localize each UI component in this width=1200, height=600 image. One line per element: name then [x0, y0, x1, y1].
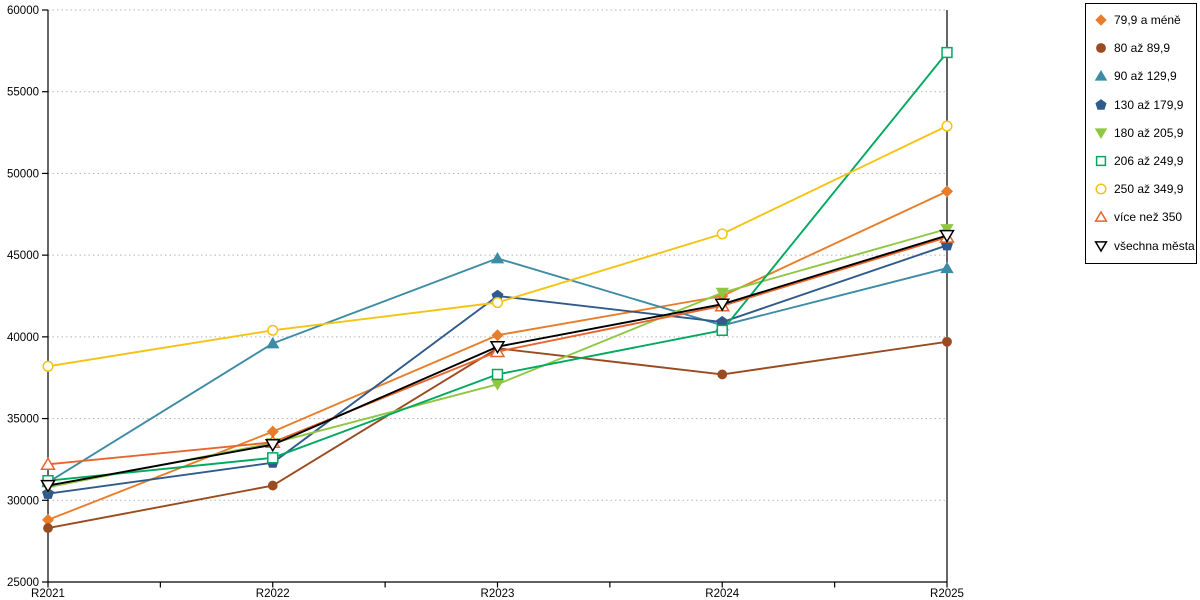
triangle-up-marker-icon	[940, 261, 954, 274]
x-tick-label: R2021	[31, 588, 65, 600]
triangle-up-legend-icon	[1094, 210, 1108, 223]
circle-marker-icon	[942, 336, 952, 347]
legend-item-2: 80 až 89,9	[1086, 34, 1196, 62]
legend-item-5: 180 až 205,9	[1086, 119, 1196, 147]
circle-marker-icon	[941, 120, 953, 132]
triangle-down-legend-icon	[1094, 128, 1108, 139]
legend-item-label: 79,9 a méně	[1114, 13, 1181, 28]
x-tick-label: R2024	[705, 588, 739, 600]
triangle-down-legend-icon	[1094, 240, 1108, 253]
square-marker-icon	[941, 46, 953, 59]
circle-marker-icon	[1096, 43, 1106, 54]
legend-item-label: více než 350	[1114, 210, 1183, 225]
legend-item-1: 79,9 a méně	[1086, 6, 1196, 34]
y-tick-label: 40000	[7, 332, 39, 344]
legend-item-label: 180 až 205,9	[1114, 125, 1184, 140]
square-marker-icon	[267, 452, 279, 464]
chart-legend: 79,9 a méně 80 až 89,9 90 až 129,9 130 až 1…	[1085, 3, 1197, 264]
x-tick-label: R2025	[930, 588, 964, 600]
y-tick-label: 30000	[7, 495, 39, 507]
series-9	[40, 229, 955, 494]
circle-marker-icon	[43, 523, 53, 533]
series-7	[42, 120, 953, 372]
y-tick-label: 50000	[7, 168, 39, 180]
triangle-up-marker-icon	[266, 337, 280, 349]
legend-item-4: 130 až 179,9	[1086, 91, 1196, 119]
legend-item-label: všechna města	[1114, 238, 1195, 253]
triangle-up-marker-icon	[1094, 70, 1108, 82]
legend-item-label: 130 až 179,9	[1114, 97, 1184, 112]
circle-marker-icon	[267, 324, 279, 336]
triangle-down-marker-icon	[1094, 240, 1108, 253]
circle-legend-icon	[1095, 183, 1107, 195]
axes: 25000 30000 35000 40000 45000 50000 55000 60000…	[7, 5, 964, 600]
pentagon-legend-icon	[1095, 98, 1107, 110]
circle-marker-icon	[491, 296, 504, 309]
y-tick-label: 60000	[7, 5, 39, 17]
x-tick-label: R2022	[256, 588, 290, 600]
y-tick-label: 35000	[7, 414, 39, 426]
legend-item-label: 80 až 89,9	[1114, 41, 1171, 56]
legend-item-6: 206 až 249,9	[1086, 147, 1196, 175]
circle-legend-icon	[1096, 43, 1106, 54]
legend-item-label: 250 až 349,9	[1114, 182, 1184, 197]
triangle-down-marker-icon	[939, 229, 955, 244]
square-legend-icon	[1095, 155, 1107, 167]
circle-marker-icon	[1095, 183, 1107, 195]
triangle-down-marker-icon	[264, 439, 281, 453]
series-6	[42, 46, 953, 487]
y-tick-label: 55000	[7, 87, 39, 99]
circle-marker-icon	[267, 480, 278, 491]
circle-marker-icon	[716, 228, 728, 240]
x-tick-label: R2023	[481, 588, 515, 600]
triangle-up-marker-icon	[490, 252, 505, 264]
triangle-up-marker-icon	[1094, 210, 1108, 223]
legend-item-label: 206 až 249,9	[1114, 154, 1184, 169]
series-line	[47, 228, 948, 489]
diamond-legend-icon	[1095, 14, 1107, 26]
square-marker-icon	[491, 368, 504, 381]
circle-marker-icon	[717, 369, 728, 380]
legend-item-3: 90 až 129,9	[1086, 62, 1196, 90]
triangle-down-marker-icon	[40, 479, 56, 494]
legend-item-8: více než 350	[1086, 203, 1196, 231]
diamond-marker-icon	[1095, 14, 1107, 26]
triangle-down-marker-icon	[1094, 128, 1108, 139]
diamond-marker-icon	[940, 185, 954, 198]
square-marker-icon	[1095, 155, 1107, 167]
legend-item-9: všechna města	[1086, 232, 1196, 260]
y-tick-label: 25000	[7, 577, 39, 589]
triangle-down-marker-icon	[489, 340, 506, 355]
triangle-down-marker-icon	[715, 287, 729, 300]
circle-marker-icon	[42, 360, 54, 372]
square-marker-icon	[716, 324, 728, 336]
y-tick-label: 45000	[7, 250, 39, 262]
triangle-down-marker-icon	[940, 224, 954, 236]
series-2	[43, 336, 952, 533]
triangle-down-marker-icon	[714, 298, 731, 312]
triangle-up-marker-icon	[40, 456, 56, 471]
diamond-marker-icon	[491, 329, 504, 342]
legend-item-label: 90 až 129,9	[1114, 69, 1177, 84]
pentagon-marker-icon	[1095, 98, 1107, 110]
legend-item-7: 250 až 349,9	[1086, 175, 1196, 203]
triangle-up-legend-icon	[1094, 70, 1108, 82]
